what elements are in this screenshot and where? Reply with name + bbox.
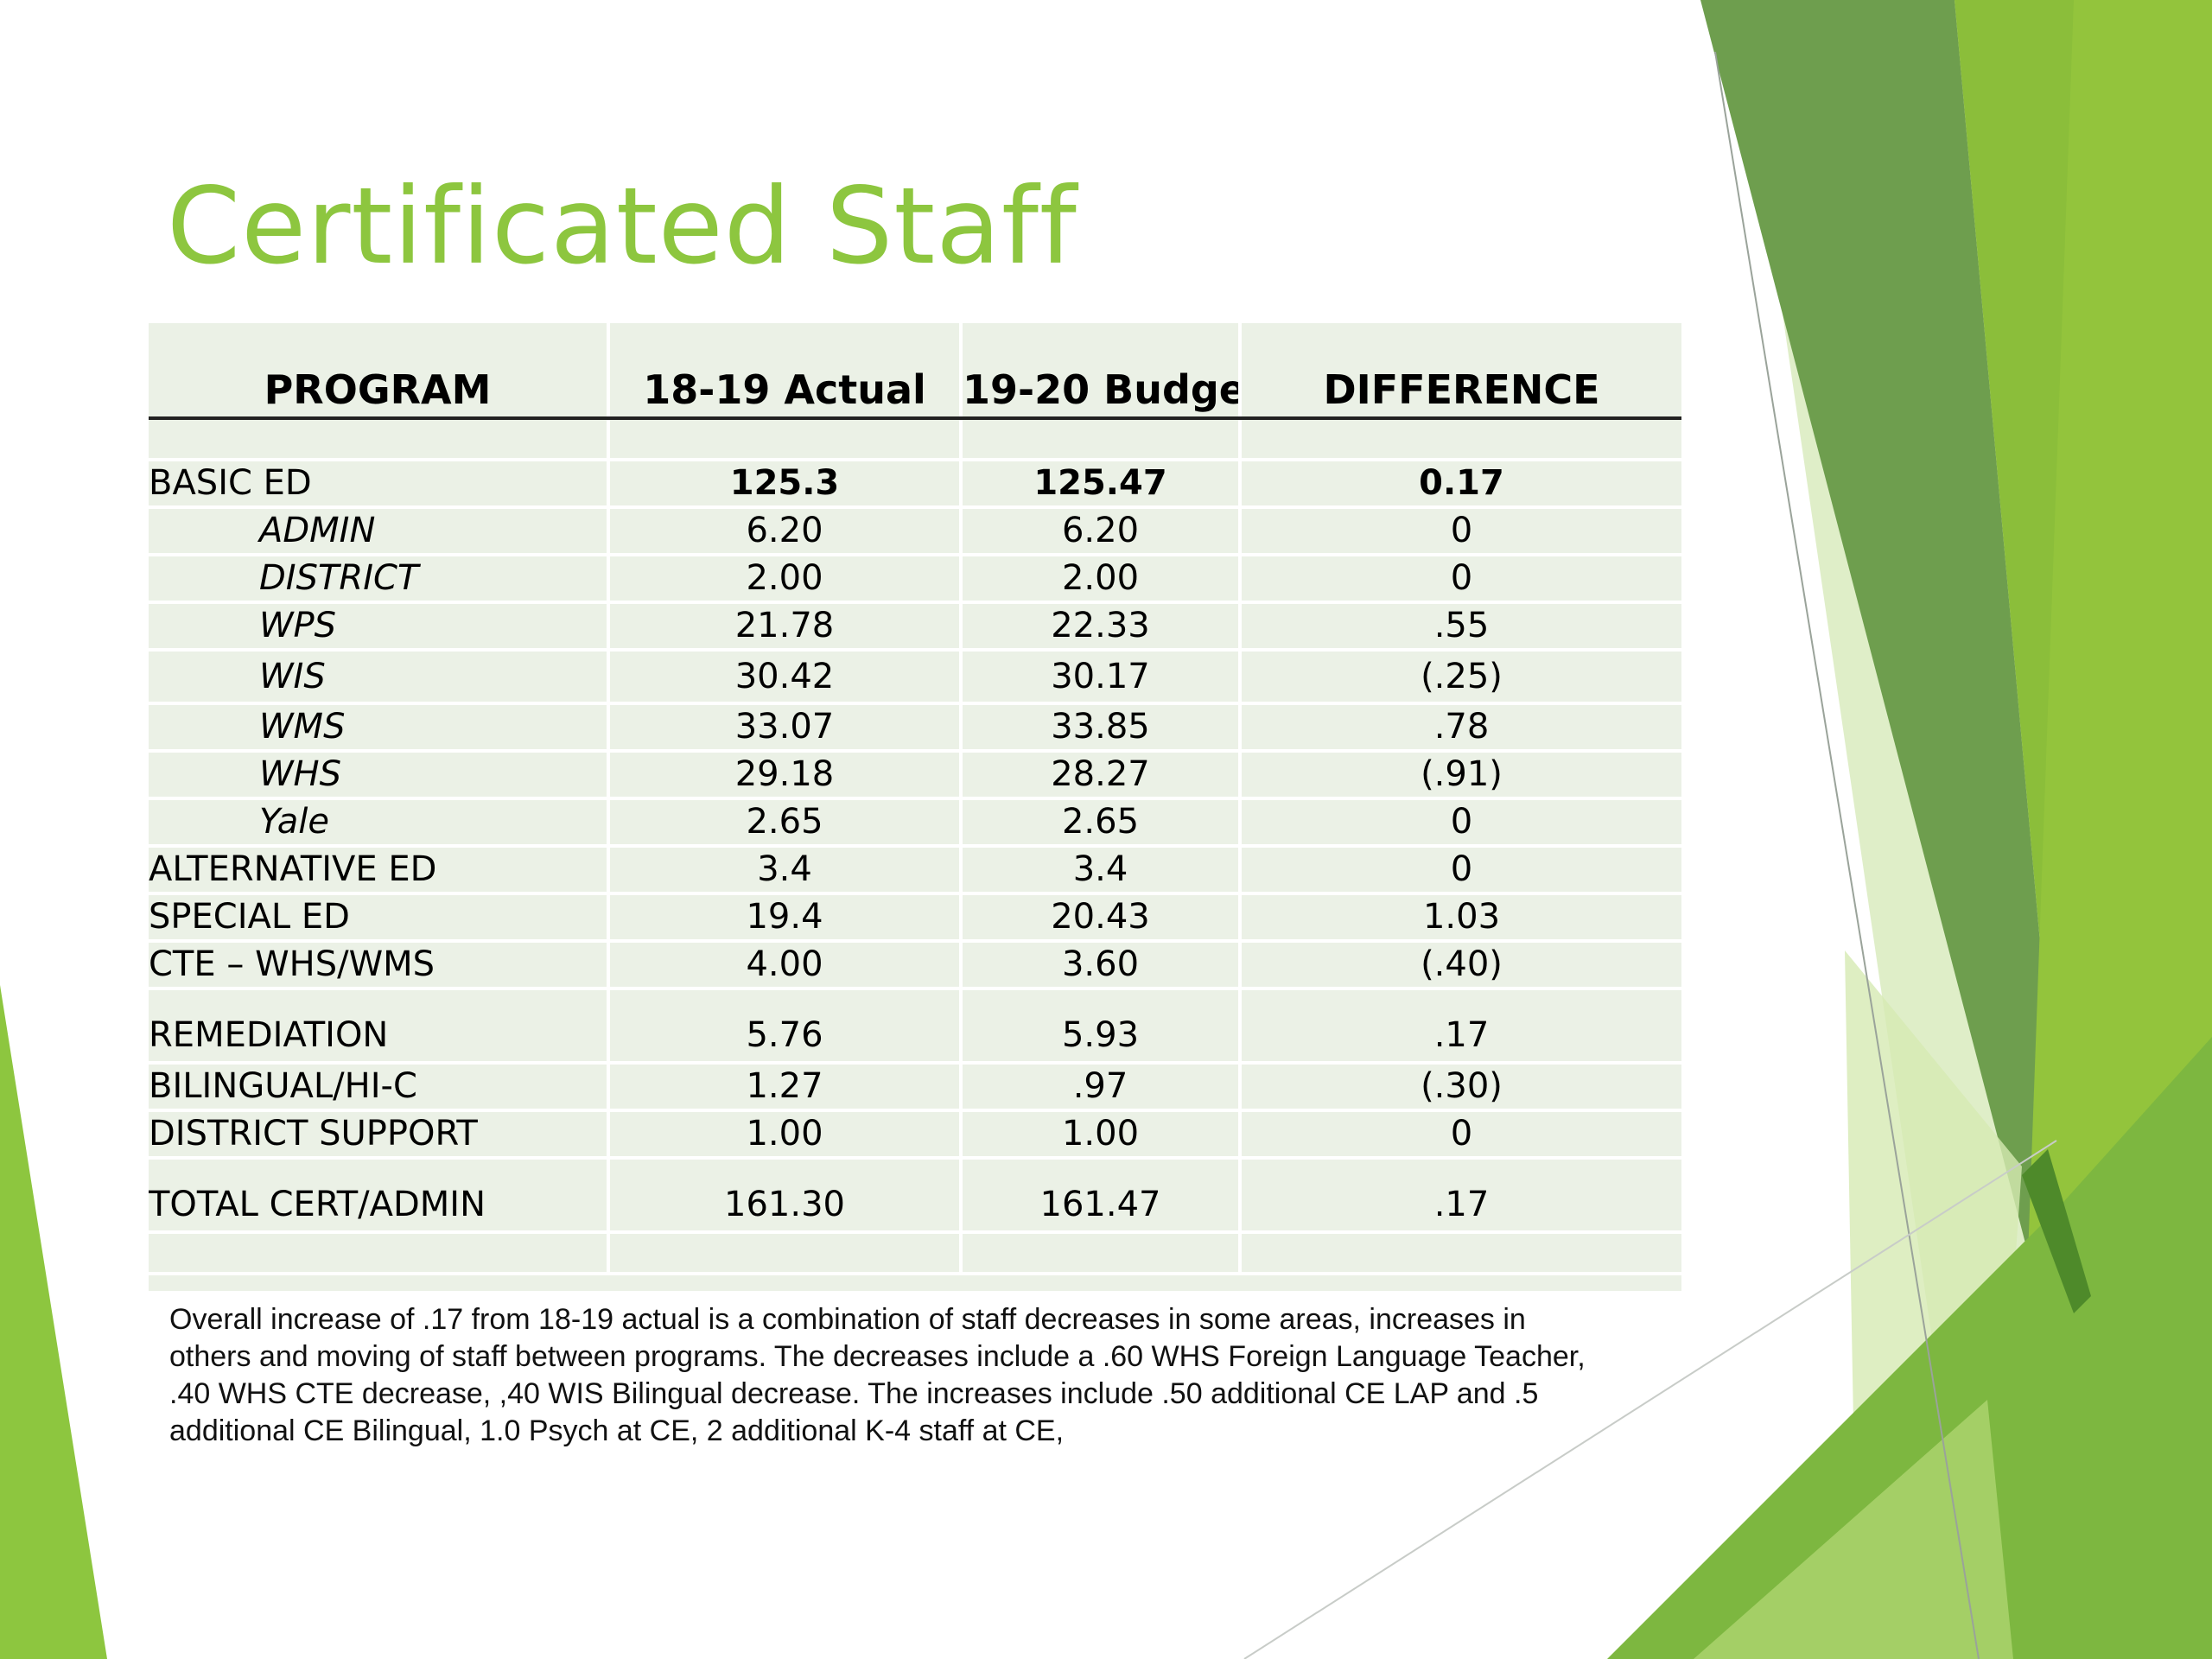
- table-row: ALTERNATIVE ED 3.4 3.4 0: [149, 846, 1681, 895]
- actual-cell: 29.18: [608, 751, 963, 800]
- budget-cell: 28.27: [961, 751, 1242, 800]
- difference-cell: 0: [1240, 507, 1681, 556]
- table-spacer-row: [149, 418, 1681, 461]
- table-row: SPECIAL ED 19.4 20.43 1.03: [149, 893, 1681, 943]
- difference-cell: 0: [1240, 1110, 1681, 1160]
- program-cell: BASIC ED: [149, 460, 610, 509]
- actual-cell: 2.00: [608, 555, 963, 604]
- budget-cell: 2.00: [961, 555, 1242, 604]
- actual-cell: 4.00: [608, 941, 963, 990]
- table-row: CTE – WHS/WMS 4.00 3.60 (.40): [149, 941, 1681, 990]
- program-cell: BILINGUAL/HI-C: [149, 1063, 610, 1112]
- table-row: Yale 2.65 2.65 0: [149, 798, 1681, 848]
- header-difference: DIFFERENCE: [1240, 323, 1681, 420]
- actual-cell: 1.27: [608, 1063, 963, 1112]
- difference-cell: (.91): [1240, 751, 1681, 800]
- table-spacer-row: [149, 1232, 1681, 1275]
- budget-cell: 161.47: [961, 1158, 1242, 1234]
- decor-left-wedge: [0, 985, 107, 1659]
- header-program: PROGRAM: [149, 323, 610, 420]
- program-cell: WHS: [149, 751, 610, 800]
- actual-cell: 19.4: [608, 893, 963, 943]
- table-row: WHS 29.18 28.27 (.91): [149, 751, 1681, 800]
- budget-cell: 3.60: [961, 941, 1242, 990]
- table-row: ADMIN 6.20 6.20 0: [149, 507, 1681, 556]
- actual-cell: 30.42: [608, 650, 963, 705]
- decor-facet-bottom-lightest: [1694, 1400, 2013, 1659]
- budget-cell: 6.20: [961, 507, 1242, 556]
- budget-cell: 20.43: [961, 893, 1242, 943]
- table-row: TOTAL CERT/ADMIN 161.30 161.47 .17: [149, 1158, 1681, 1234]
- difference-cell: .17: [1240, 988, 1681, 1065]
- table-row: DISTRICT 2.00 2.00 0: [149, 555, 1681, 604]
- table-row: REMEDIATION 5.76 5.93 .17: [149, 988, 1681, 1065]
- header-actual: 18-19 Actual: [608, 323, 963, 420]
- actual-cell: 1.00: [608, 1110, 963, 1160]
- difference-cell: 0.17: [1240, 460, 1681, 509]
- budget-cell: 5.93: [961, 988, 1242, 1065]
- table-row: WIS 30.42 30.17 (.25): [149, 650, 1681, 705]
- difference-cell: .78: [1240, 703, 1681, 753]
- table-row: WMS 33.07 33.85 .78: [149, 703, 1681, 753]
- decor-thin-line-1: [1714, 51, 1980, 1659]
- staff-table-panel: PROGRAM 18-19 Actual 19-20 Budget DIFFER…: [149, 323, 1681, 1291]
- decor-thin-line-2: [1243, 1140, 2057, 1659]
- difference-cell: (.40): [1240, 941, 1681, 990]
- budget-cell: 1.00: [961, 1110, 1242, 1160]
- slide-title: Certificated Staff: [167, 165, 1077, 288]
- program-cell: Yale: [149, 798, 610, 848]
- budget-cell: 22.33: [961, 602, 1242, 652]
- program-cell: DISTRICT: [149, 555, 610, 604]
- budget-cell: 2.65: [961, 798, 1242, 848]
- program-cell: CTE – WHS/WMS: [149, 941, 610, 990]
- actual-cell: 21.78: [608, 602, 963, 652]
- budget-cell: 33.85: [961, 703, 1242, 753]
- difference-cell: 1.03: [1240, 893, 1681, 943]
- program-cell: WIS: [149, 650, 610, 705]
- actual-cell: 6.20: [608, 507, 963, 556]
- program-cell: ALTERNATIVE ED: [149, 846, 610, 895]
- program-cell: WMS: [149, 703, 610, 753]
- program-cell: WPS: [149, 602, 610, 652]
- actual-cell: 161.30: [608, 1158, 963, 1234]
- difference-cell: .17: [1240, 1158, 1681, 1234]
- difference-cell: 0: [1240, 555, 1681, 604]
- actual-cell: 33.07: [608, 703, 963, 753]
- decor-facet-deep-shadow: [2022, 1149, 2091, 1313]
- budget-cell: 125.47: [961, 460, 1242, 509]
- table-row: BASIC ED 125.3 125.47 0.17: [149, 460, 1681, 509]
- table-row: WPS 21.78 22.33 .55: [149, 602, 1681, 652]
- actual-cell: 2.65: [608, 798, 963, 848]
- certificated-staff-table: PROGRAM 18-19 Actual 19-20 Budget DIFFER…: [149, 323, 1681, 1275]
- table-header-row: PROGRAM 18-19 Actual 19-20 Budget DIFFER…: [149, 323, 1681, 420]
- decor-facet-dark-band: [1700, 0, 2074, 1313]
- budget-cell: 3.4: [961, 846, 1242, 895]
- table-row: DISTRICT SUPPORT 1.00 1.00 0: [149, 1110, 1681, 1160]
- program-cell: DISTRICT SUPPORT: [149, 1110, 610, 1160]
- budget-cell: .97: [961, 1063, 1242, 1112]
- header-budget: 19-20 Budget: [961, 323, 1242, 420]
- program-cell: SPECIAL ED: [149, 893, 610, 943]
- actual-cell: 3.4: [608, 846, 963, 895]
- table-row: BILINGUAL/HI-C 1.27 .97 (.30): [149, 1063, 1681, 1112]
- budget-cell: 30.17: [961, 650, 1242, 705]
- actual-cell: 125.3: [608, 460, 963, 509]
- difference-cell: .55: [1240, 602, 1681, 652]
- difference-cell: (.30): [1240, 1063, 1681, 1112]
- actual-cell: 5.76: [608, 988, 963, 1065]
- program-cell: TOTAL CERT/ADMIN: [149, 1158, 610, 1234]
- program-cell: REMEDIATION: [149, 988, 610, 1065]
- difference-cell: 0: [1240, 846, 1681, 895]
- decor-facet-bottom-right: [1607, 1037, 2212, 1659]
- program-cell: ADMIN: [149, 507, 610, 556]
- difference-cell: 0: [1240, 798, 1681, 848]
- explanation-note: Overall increase of .17 from 18-19 actua…: [169, 1303, 1586, 1447]
- difference-cell: (.25): [1240, 650, 1681, 705]
